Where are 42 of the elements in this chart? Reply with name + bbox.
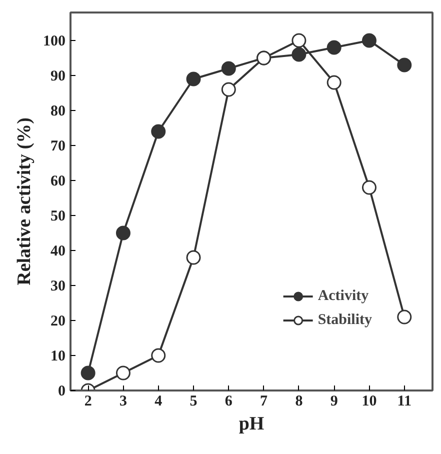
point — [397, 310, 412, 324]
point — [151, 124, 166, 139]
point — [80, 366, 96, 380]
x-tick-label: 6 — [224, 394, 233, 410]
point — [186, 72, 201, 86]
x-tick-label: 5 — [190, 394, 198, 410]
point — [151, 348, 166, 363]
point — [362, 180, 376, 195]
point — [221, 82, 236, 97]
x-tick-label: 2 — [84, 394, 92, 410]
y-tick-label: 100 — [43, 34, 66, 50]
y-axis-title: Relative activity (%) — [14, 118, 35, 286]
point — [221, 61, 236, 76]
legend-label: Activity — [318, 288, 369, 304]
y-tick-label: 0 — [58, 384, 66, 400]
point — [326, 75, 342, 90]
y-tick-label: 30 — [50, 278, 66, 294]
x-axis-title: pH — [238, 414, 264, 434]
y-tick-label: 70 — [50, 138, 66, 154]
x-tick-label: 9 — [330, 394, 338, 410]
x-tick-label: 11 — [397, 394, 412, 410]
point — [292, 33, 306, 48]
legend-label: Stability — [318, 312, 372, 328]
x-tick-label: 4 — [154, 394, 163, 410]
y-tick-label: 60 — [50, 174, 66, 190]
x-tick-label: 10 — [362, 394, 377, 410]
y-tick-label: 80 — [50, 104, 66, 120]
x-tick-label: 3 — [119, 394, 127, 410]
point — [397, 58, 412, 72]
point — [326, 40, 342, 55]
y-tick-label: 40 — [50, 244, 66, 260]
point — [362, 33, 376, 48]
y-tick-label: 10 — [50, 348, 66, 364]
y-tick-label: 90 — [50, 68, 66, 84]
point — [116, 226, 130, 240]
x-tick-label: 8 — [295, 394, 303, 410]
point — [292, 47, 306, 62]
y-tick-label: 50 — [50, 208, 66, 224]
y-tick-label: 20 — [50, 314, 66, 330]
point — [186, 250, 201, 265]
x-tick-label: 7 — [260, 394, 268, 410]
point — [116, 366, 130, 380]
